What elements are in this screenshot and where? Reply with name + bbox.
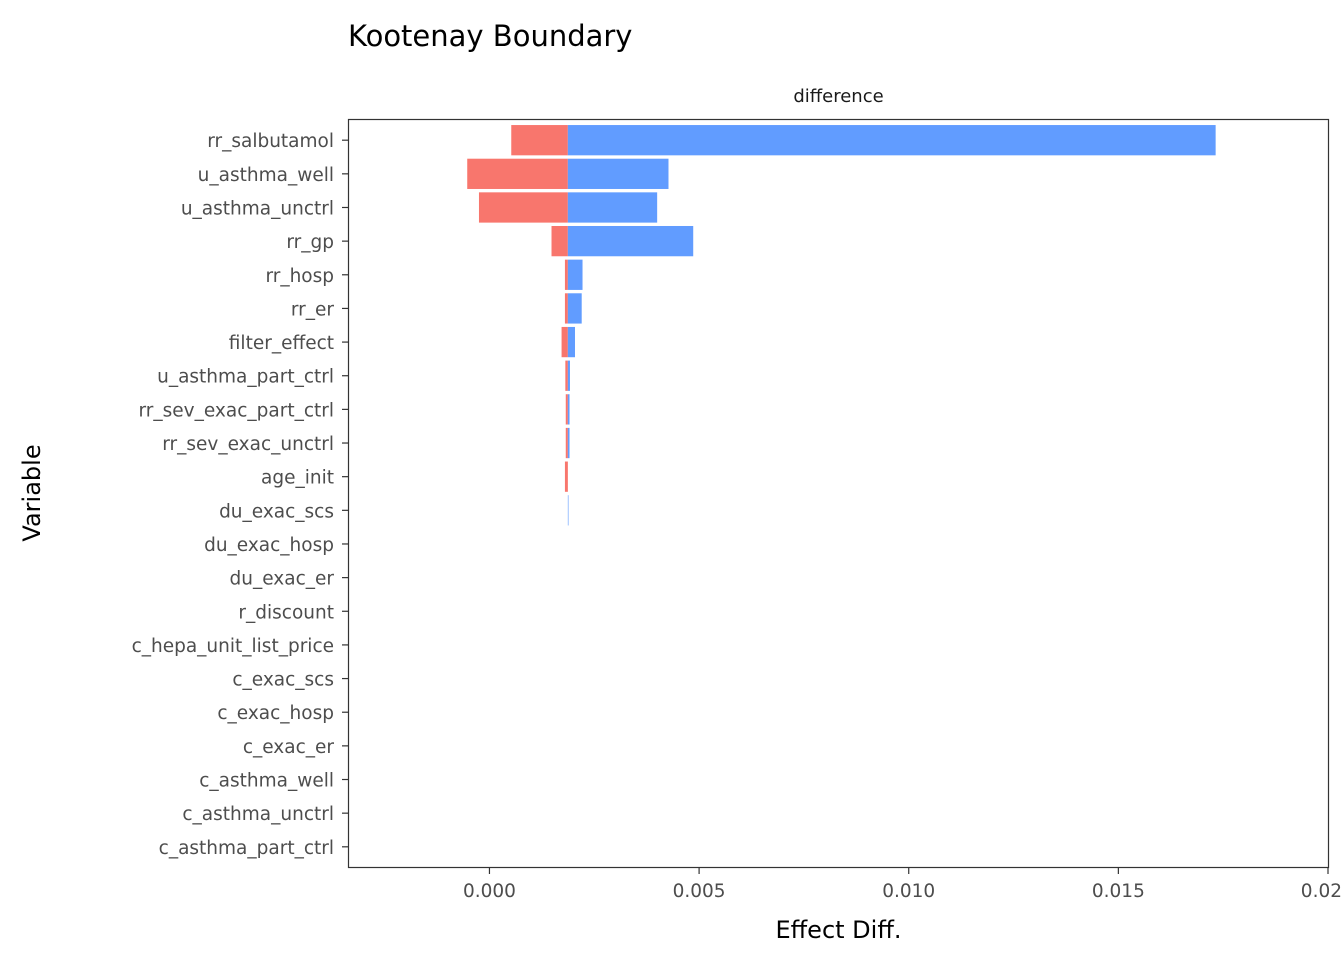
- y-tick-label: rr_sev_exac_part_ctrl: [139, 400, 334, 421]
- bar-low-filter_effect: [561, 326, 568, 358]
- bar-low-u_asthma_well: [467, 158, 568, 189]
- bar-high-rr_gp: [567, 225, 694, 257]
- y-tick-label: filter_effect: [229, 333, 334, 354]
- bar-low-rr_hosp: [564, 259, 568, 290]
- bar-high-du_exac_scs: [567, 495, 569, 526]
- bar-high-rr_hosp: [567, 259, 583, 290]
- y-tick-label: c_asthma_part_ctrl: [159, 838, 334, 859]
- y-tick-label: rr_er: [291, 299, 335, 320]
- y-tick-label: du_exac_scs: [219, 501, 334, 522]
- bar-high-filter_effect: [567, 326, 575, 358]
- bar-high-rr_sev_exac_unctrl: [567, 427, 570, 459]
- bar-low-u_asthma_part_ctrl: [565, 360, 568, 391]
- y-tick-label: rr_gp: [286, 232, 334, 253]
- x-tick-label: 0.000: [463, 881, 516, 902]
- x-axis: 0.000 0.005 0.010 0.015 0.02: [463, 867, 1342, 902]
- x-tick-label: 0.010: [882, 881, 935, 902]
- y-axis: rr_salbutamol u_asthma_well u_asthma_unctr…: [132, 131, 349, 859]
- y-tick-label: rr_hosp: [265, 266, 334, 287]
- facet-strip-label: difference: [793, 86, 883, 107]
- x-tick-label: 0.015: [1092, 881, 1145, 902]
- bar-low-rr_sev_exac_unctrl: [565, 427, 568, 459]
- x-tick-label: 0.02: [1301, 881, 1342, 902]
- panel-border: [347, 118, 1330, 869]
- x-axis-title: Effect Diff.: [775, 916, 901, 944]
- y-tick-label: c_exac_er: [243, 737, 335, 758]
- bars-layer: [467, 125, 1216, 526]
- x-tick-label: 0.005: [673, 881, 726, 902]
- bar-high-u_asthma_part_ctrl: [567, 360, 570, 391]
- y-tick-label: r_discount: [238, 602, 334, 623]
- y-tick-label: c_hepa_unit_list_price: [132, 636, 334, 657]
- bar-high-rr_salbutamol: [567, 125, 1216, 156]
- y-tick-label: du_exac_hosp: [204, 535, 334, 556]
- bar-high-u_asthma_well: [567, 158, 669, 189]
- chart-title: Kootenay Boundary: [348, 19, 632, 53]
- y-axis-title: Variable: [18, 444, 46, 541]
- y-tick-label: c_exac_hosp: [217, 703, 334, 724]
- y-tick-label: u_asthma_part_ctrl: [157, 367, 334, 388]
- bar-low-u_asthma_unctrl: [478, 192, 568, 223]
- bar-low-rr_er: [564, 293, 568, 324]
- bar-low-rr_gp: [551, 225, 568, 257]
- y-tick-label: du_exac_er: [230, 569, 335, 590]
- bar-high-rr_sev_exac_part_ctrl: [567, 394, 570, 425]
- y-tick-label: u_asthma_well: [198, 165, 334, 186]
- bar-high-rr_er: [567, 293, 582, 324]
- bar-low-rr_sev_exac_part_ctrl: [565, 394, 568, 425]
- bar-low-age_init: [564, 461, 568, 492]
- bar-low-rr_salbutamol: [511, 125, 568, 156]
- y-tick-label: c_asthma_well: [199, 771, 334, 792]
- y-tick-label: age_init: [261, 468, 334, 489]
- y-tick-label: rr_salbutamol: [207, 131, 334, 152]
- y-tick-label: rr_sev_exac_unctrl: [162, 434, 334, 455]
- y-tick-label: u_asthma_unctrl: [181, 198, 334, 219]
- bar-high-u_asthma_unctrl: [567, 192, 658, 223]
- y-tick-label: c_asthma_unctrl: [182, 804, 334, 825]
- y-tick-label: c_exac_scs: [232, 670, 334, 691]
